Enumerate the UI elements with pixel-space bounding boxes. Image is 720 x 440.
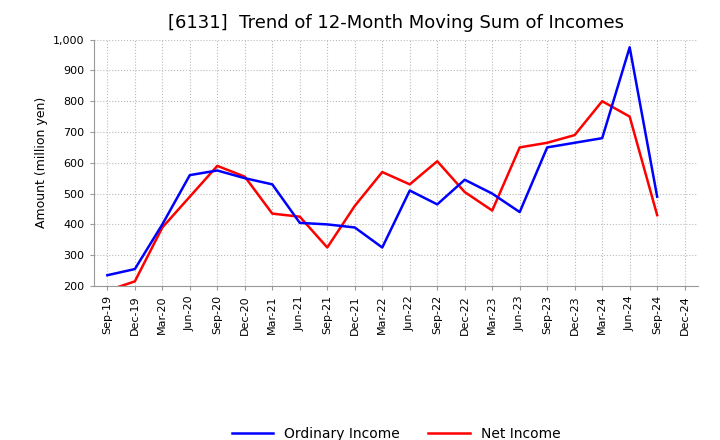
Net Income <box>268 211 276 216</box>
Net Income <box>186 194 194 199</box>
Net Income <box>295 214 304 220</box>
Ordinary Income <box>158 222 166 227</box>
Net Income <box>460 189 469 194</box>
Ordinary Income <box>240 176 249 181</box>
Ordinary Income <box>268 182 276 187</box>
Net Income <box>626 114 634 119</box>
Ordinary Income <box>543 145 552 150</box>
Net Income <box>103 288 112 293</box>
Ordinary Income <box>598 136 606 141</box>
Line: Ordinary Income: Ordinary Income <box>107 47 657 275</box>
Ordinary Income <box>186 172 194 178</box>
Ordinary Income <box>433 202 441 207</box>
Ordinary Income <box>405 188 414 193</box>
Ordinary Income <box>516 209 524 215</box>
Y-axis label: Amount (million yen): Amount (million yen) <box>35 97 48 228</box>
Ordinary Income <box>488 191 497 196</box>
Net Income <box>378 169 387 175</box>
Net Income <box>516 145 524 150</box>
Ordinary Income <box>295 220 304 225</box>
Net Income <box>213 163 222 169</box>
Ordinary Income <box>323 222 332 227</box>
Ordinary Income <box>570 140 579 145</box>
Net Income <box>158 225 166 230</box>
Ordinary Income <box>460 177 469 182</box>
Net Income <box>543 140 552 145</box>
Net Income <box>405 182 414 187</box>
Net Income <box>240 174 249 180</box>
Net Income <box>570 132 579 138</box>
Ordinary Income <box>213 168 222 173</box>
Net Income <box>488 208 497 213</box>
Ordinary Income <box>378 245 387 250</box>
Net Income <box>351 203 359 209</box>
Ordinary Income <box>130 267 139 272</box>
Line: Net Income: Net Income <box>107 101 657 291</box>
Legend: Ordinary Income, Net Income: Ordinary Income, Net Income <box>226 421 566 440</box>
Title: [6131]  Trend of 12-Month Moving Sum of Incomes: [6131] Trend of 12-Month Moving Sum of I… <box>168 15 624 33</box>
Ordinary Income <box>103 272 112 278</box>
Net Income <box>323 245 332 250</box>
Net Income <box>433 159 441 164</box>
Net Income <box>598 99 606 104</box>
Net Income <box>130 279 139 284</box>
Net Income <box>653 213 662 218</box>
Ordinary Income <box>626 44 634 50</box>
Ordinary Income <box>653 194 662 199</box>
Ordinary Income <box>351 225 359 230</box>
